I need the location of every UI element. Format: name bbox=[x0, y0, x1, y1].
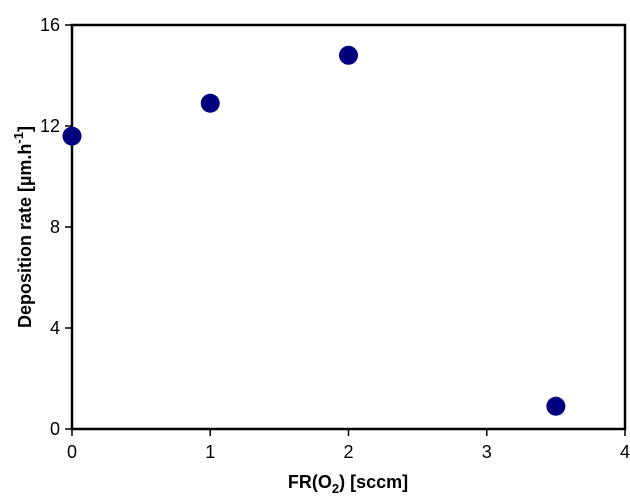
y-axis-ticks: 0 4 8 12 16 bbox=[40, 15, 72, 439]
data-points bbox=[62, 45, 566, 416]
y-tick-label: 0 bbox=[50, 419, 60, 439]
x-tick-label: 4 bbox=[620, 442, 630, 462]
data-point bbox=[62, 126, 82, 146]
data-point bbox=[200, 93, 220, 113]
x-tick-label: 0 bbox=[67, 442, 77, 462]
x-axis-ticks: 0 1 2 3 4 bbox=[67, 429, 630, 462]
x-tick-label: 2 bbox=[343, 442, 353, 462]
data-point bbox=[339, 45, 358, 65]
plot-area bbox=[70, 23, 627, 431]
y-tick-label: 4 bbox=[50, 318, 60, 338]
x-tick-label: 3 bbox=[482, 442, 492, 462]
x-tick-label: 1 bbox=[205, 442, 215, 462]
y-axis-label: Deposition rate [µm.h-1] bbox=[11, 126, 35, 328]
data-point bbox=[546, 396, 566, 416]
x-axis-label: FR(O2) [sccm] bbox=[288, 472, 408, 496]
y-tick-label: 12 bbox=[40, 116, 60, 136]
y-tick-label: 16 bbox=[40, 15, 60, 35]
y-tick-label: 8 bbox=[50, 217, 60, 237]
